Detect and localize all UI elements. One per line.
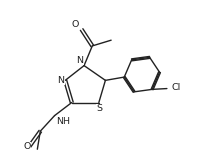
Text: Cl: Cl bbox=[171, 83, 180, 92]
Text: N: N bbox=[76, 56, 83, 65]
Text: O: O bbox=[71, 20, 79, 29]
Text: S: S bbox=[96, 104, 102, 113]
Text: N: N bbox=[57, 76, 64, 85]
Text: O: O bbox=[23, 142, 31, 151]
Text: NH: NH bbox=[56, 117, 70, 126]
